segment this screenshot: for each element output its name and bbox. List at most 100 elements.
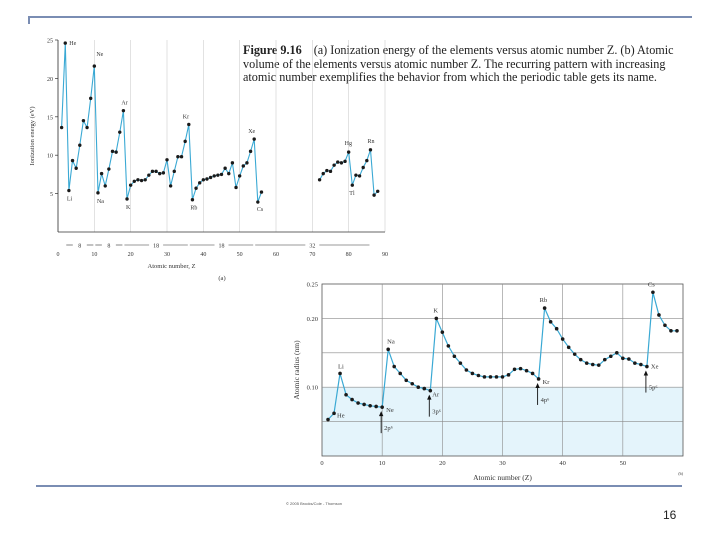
data-point-marker [590, 362, 595, 367]
data-point-marker [332, 163, 336, 167]
data-point-marker [609, 354, 613, 359]
data-point-marker [361, 165, 365, 170]
y-tick-label: 0.25 [307, 282, 318, 289]
shell-arrow-label: 3p⁶ [432, 409, 441, 416]
shell-arrow-head [427, 394, 432, 400]
data-point-marker [344, 392, 348, 397]
data-point-marker [139, 178, 144, 183]
data-point-marker [252, 137, 256, 141]
data-point-marker [374, 404, 378, 409]
data-point-marker [372, 193, 376, 197]
element-label: K [433, 307, 438, 314]
data-point-marker [187, 122, 191, 127]
data-point-marker [482, 375, 487, 379]
data-point-marker [59, 125, 64, 130]
data-point-marker [554, 326, 559, 331]
y-tick-label: 10 [47, 154, 53, 160]
element-label: Xe [248, 129, 255, 135]
data-point-marker [336, 160, 340, 164]
data-point-marker [578, 357, 583, 362]
y-tick-label: 0.10 [307, 385, 318, 392]
data-point-marker [63, 41, 67, 45]
data-point-marker [542, 306, 547, 310]
data-point-marker [237, 174, 242, 178]
data-point-marker [386, 347, 390, 352]
data-point-marker [332, 411, 336, 416]
copyright-credit: © 2005 Brooks/Cole - Thomson [286, 501, 343, 506]
data-point-marker [89, 96, 93, 101]
data-point-marker [536, 377, 541, 381]
data-point-marker [154, 169, 158, 174]
slide-top-rule [28, 16, 692, 18]
data-point-marker [259, 190, 264, 194]
element-label: He [337, 412, 345, 419]
data-point-marker [176, 155, 180, 159]
data-point-marker [428, 388, 433, 393]
data-point-marker [346, 150, 351, 154]
data-point-marker [85, 125, 89, 130]
data-point-marker [92, 64, 97, 68]
data-point-marker [74, 166, 78, 170]
data-point-marker [380, 405, 384, 409]
data-point-marker [70, 158, 75, 163]
data-point-marker [416, 385, 421, 389]
element-label: Ar [121, 101, 127, 107]
data-point-marker [321, 171, 325, 176]
x-tick-label: 40 [559, 460, 566, 467]
data-point-marker [326, 417, 330, 422]
data-point-marker [434, 316, 439, 321]
x-tick-label: 0 [57, 252, 60, 258]
element-label: Kr [543, 379, 551, 386]
data-point-marker [317, 178, 322, 182]
data-point-marker [223, 166, 227, 170]
data-point-marker [216, 173, 220, 177]
data-point-marker [205, 177, 209, 181]
x-tick-label: 70 [309, 252, 315, 258]
x-tick-label: 30 [164, 252, 170, 258]
data-point-marker [362, 402, 366, 407]
element-label: Ne [96, 52, 103, 58]
data-point-marker [422, 386, 427, 391]
y-tick-label: 5 [50, 192, 53, 198]
data-point-marker [392, 364, 396, 369]
data-point-marker [350, 397, 354, 402]
data-point-marker [506, 373, 511, 377]
period-bracket-label: 8 [107, 243, 110, 249]
shell-arrow-label: 4p⁶ [541, 397, 550, 404]
data-point-marker [356, 401, 360, 405]
element-label: Na [387, 338, 395, 345]
data-point-marker [328, 169, 333, 174]
figure-caption-label: Figure 9.16 [243, 43, 302, 57]
data-point-marker [440, 330, 445, 334]
data-point-marker [530, 371, 535, 376]
data-point-marker [147, 173, 151, 177]
data-point-marker [464, 368, 469, 372]
data-point-marker [248, 149, 253, 154]
data-point-marker [219, 172, 224, 177]
x-tick-label: 50 [237, 252, 243, 258]
data-point-marker [500, 375, 505, 379]
data-point-marker [404, 378, 409, 383]
data-point-marker [452, 354, 457, 359]
element-label: Tl [349, 191, 355, 197]
data-point-marker [639, 362, 643, 367]
data-point-marker [476, 373, 481, 378]
data-point-marker [512, 367, 517, 372]
data-point-marker [376, 189, 380, 193]
data-point-marker [663, 323, 667, 328]
data-point-marker [350, 183, 354, 187]
data-point-marker [161, 171, 166, 175]
panel-label: (a) [218, 275, 225, 282]
data-point-marker [128, 183, 133, 187]
x-tick-label: 80 [346, 252, 352, 258]
data-point-marker [256, 200, 260, 204]
page-number: 16 [663, 508, 677, 522]
data-point-marker [368, 148, 373, 152]
element-label: Li [67, 197, 73, 203]
data-point-marker [560, 337, 565, 341]
element-label: Hg [345, 141, 352, 147]
x-tick-label: 0 [320, 460, 323, 467]
y-axis-title: Atomic radius (nm) [292, 340, 301, 400]
data-point-marker [494, 375, 499, 379]
data-point-marker [339, 161, 344, 165]
